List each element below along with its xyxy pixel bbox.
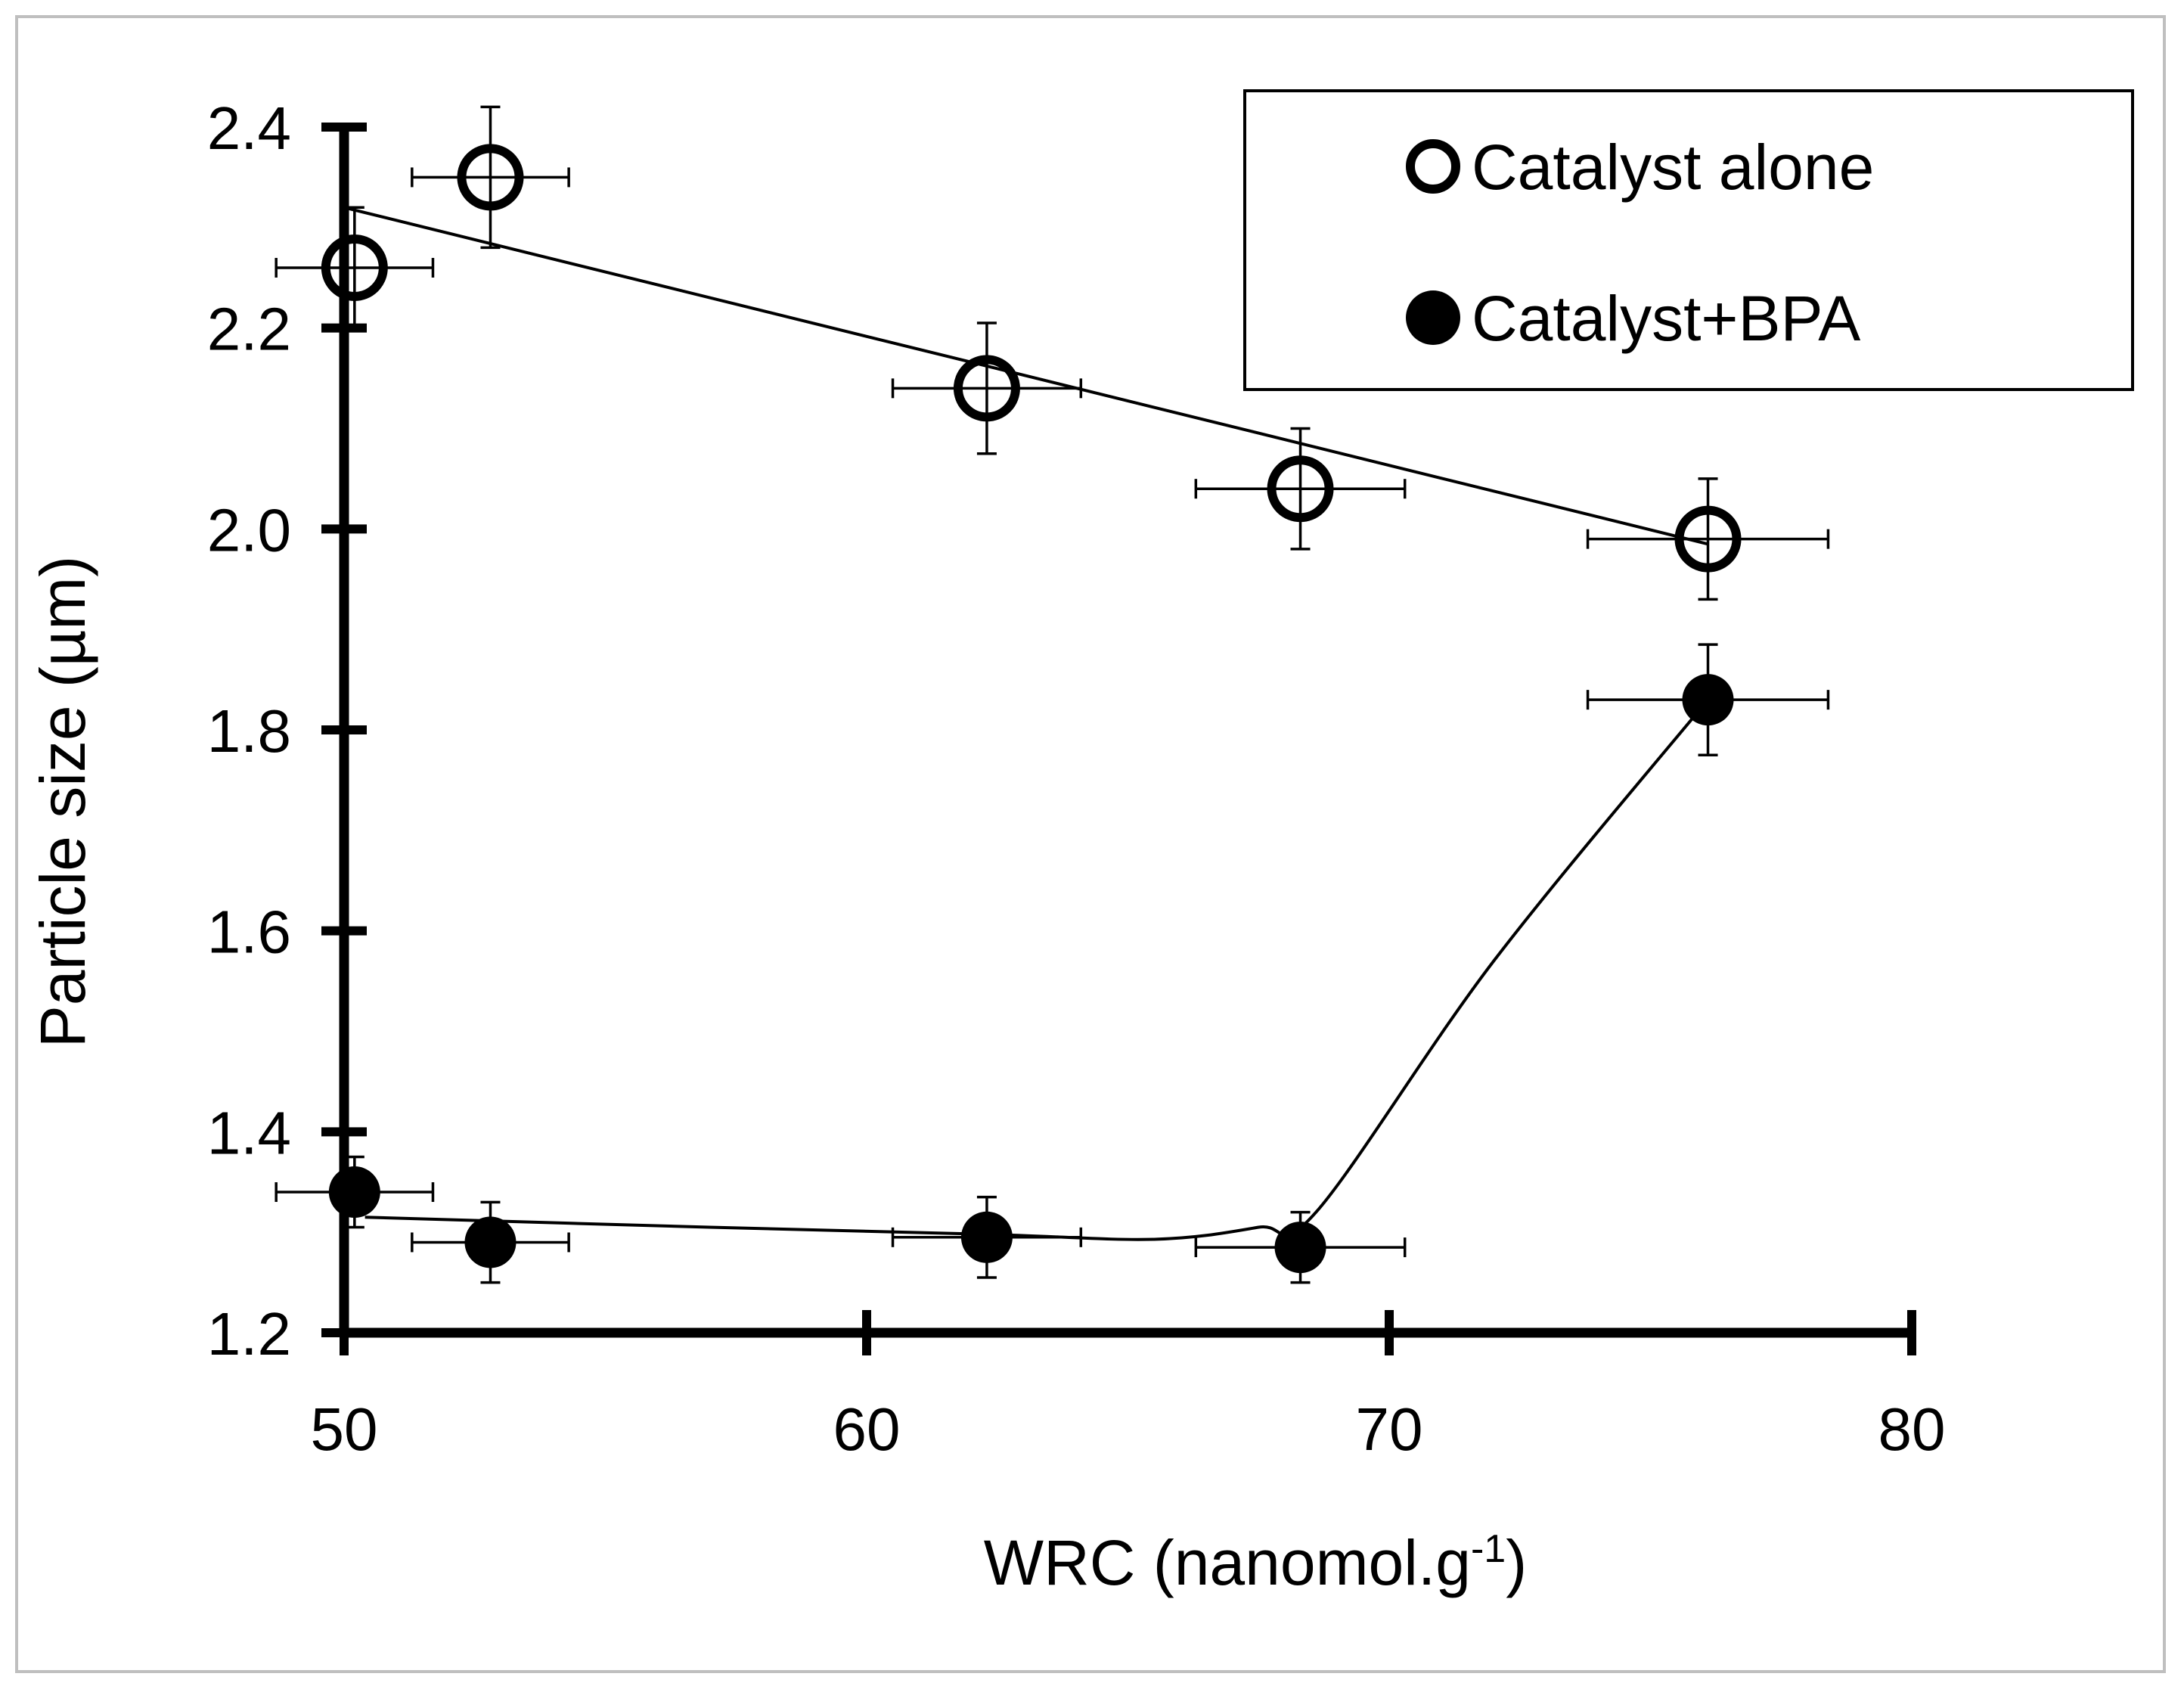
- error-bar-catalyst-alone-2: [891, 321, 1083, 455]
- legend-marker-catalyst-bpa: [1406, 290, 1460, 345]
- x-tick-label-2: 70: [1356, 1396, 1423, 1463]
- y-tick-label-0: 1.2: [207, 1300, 291, 1368]
- legend-marker-catalyst-alone: [1406, 139, 1460, 194]
- point-catalyst-alone-0: [321, 234, 388, 301]
- x-tick-label-3: 80: [1878, 1396, 1946, 1463]
- error-bar-catalyst-alone-0: [275, 206, 435, 330]
- y-tick-label-4: 2.0: [207, 496, 291, 564]
- y-tick-label-3: 1.8: [207, 697, 291, 765]
- y-tick-label-5: 2.2: [207, 296, 291, 363]
- point-catalyst-bpa-2: [960, 1211, 1013, 1263]
- y-tick-label-2: 1.6: [207, 899, 291, 966]
- legend: Catalyst alone Catalyst+BPA: [1243, 89, 2134, 391]
- point-catalyst-bpa-1: [464, 1216, 517, 1268]
- error-bars: [275, 105, 1830, 1284]
- x-axis-title-superscript: -1: [1471, 1527, 1506, 1571]
- point-catalyst-alone-2: [953, 355, 1020, 422]
- y-tick-label-1: 1.4: [207, 1099, 291, 1166]
- point-catalyst-bpa-3: [1274, 1222, 1326, 1274]
- error-bar-catalyst-alone-4: [1586, 477, 1830, 601]
- point-catalyst-alone-4: [1674, 505, 1742, 573]
- x-axis-title: WRC (nanomol.g-1): [984, 1527, 1527, 1598]
- y-axis-title: Particle size (µm): [27, 556, 98, 1048]
- trend-lines: [343, 206, 1710, 1241]
- y-tick-label-6: 2.4: [207, 95, 291, 162]
- trend-line-catalyst-bpa: [365, 698, 1710, 1241]
- error-bar-catalyst-alone-1: [411, 105, 570, 250]
- point-catalyst-alone-3: [1267, 455, 1334, 523]
- x-tick-label-0: 50: [311, 1396, 378, 1463]
- data-markers: [321, 144, 1742, 1274]
- legend-label-catalyst-alone: Catalyst alone: [1472, 132, 1874, 203]
- point-catalyst-alone-1: [457, 144, 524, 211]
- legend-label-catalyst-bpa: Catalyst+BPA: [1472, 283, 1860, 354]
- point-catalyst-bpa-4: [1682, 674, 1734, 726]
- point-catalyst-bpa-0: [328, 1166, 380, 1219]
- axes: [321, 123, 1916, 1355]
- x-tick-label-1: 60: [833, 1396, 901, 1463]
- legend-box: [1243, 89, 2134, 391]
- x-axis-title-main: WRC (nanomol.g: [984, 1527, 1471, 1598]
- error-bar-catalyst-alone-3: [1194, 427, 1407, 551]
- tick-labels: 1.2 1.4 1.6 1.8 2.0 2.2 2.4 50 60 70 80: [207, 95, 1946, 1463]
- x-axis-title-end: ): [1506, 1527, 1527, 1598]
- trend-line-catalyst-alone: [343, 206, 1708, 546]
